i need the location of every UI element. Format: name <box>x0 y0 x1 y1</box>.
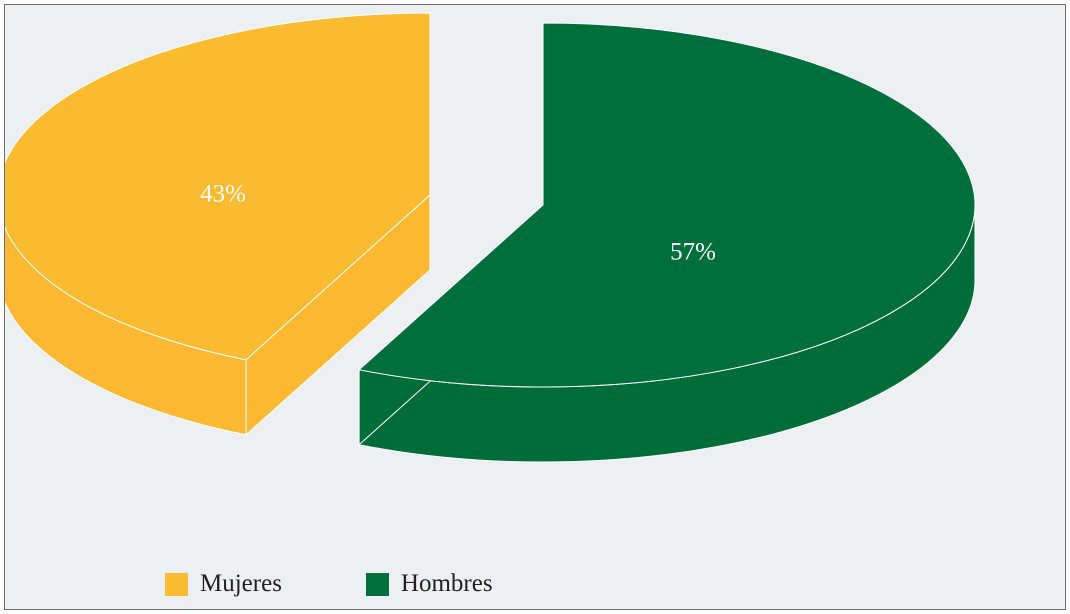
slice-label-hombres: 57% <box>670 239 716 266</box>
legend-item-mujeres: Mujeres <box>165 570 282 598</box>
legend: Mujeres Hombres <box>165 567 577 601</box>
slice-mujeres <box>5 12 431 361</box>
legend-swatch-mujeres <box>165 572 188 596</box>
legend-label-mujeres: Mujeres <box>200 570 282 597</box>
legend-swatch-hombres <box>365 572 389 596</box>
legend-item-hombres: Hombres <box>365 570 493 598</box>
slice-label-mujeres: 43% <box>200 181 246 208</box>
legend-label-hombres: Hombres <box>400 570 493 597</box>
chart-frame: 43% 57% Mujeres Hombres <box>4 4 1066 610</box>
pie-chart: 43% 57% <box>5 12 976 463</box>
slice-hombres <box>358 22 976 388</box>
